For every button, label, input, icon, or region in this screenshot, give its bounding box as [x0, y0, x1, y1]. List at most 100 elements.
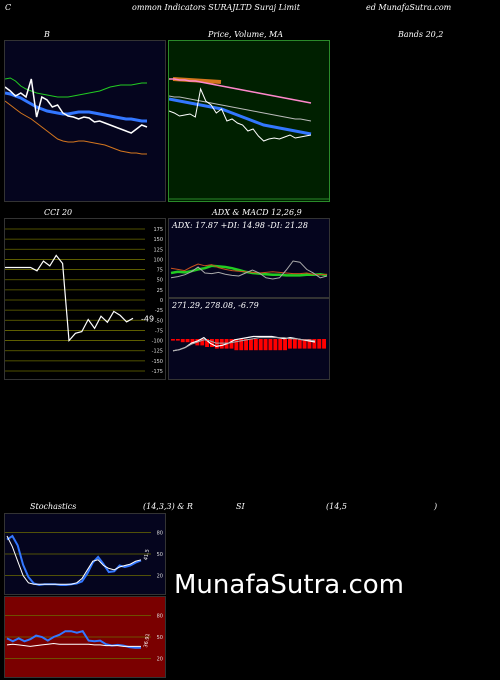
cci-panel: 175 150 125 100 75 50 25 0 -25 -50 -75 -100 -125 -150…: [4, 218, 166, 380]
stoch-white-line: [6, 535, 142, 585]
stochastics-chart: 80 50 20 41.5: [5, 530, 163, 587]
price-ma-blue-line: [169, 97, 312, 136]
cci-tick-label: 25: [157, 288, 163, 294]
macd-histogram-bar: [292, 339, 297, 349]
macd-histogram-bar: [288, 339, 292, 349]
stoch-tick-label: 50: [157, 552, 163, 558]
price-ma-grey-line-1: [169, 95, 312, 122]
macd-histogram-bar: [180, 339, 185, 343]
adx-values: ADX: 17.87 +DI: 14.98 -DI: 21.28: [172, 221, 308, 230]
bollinger-chart: [5, 77, 148, 155]
cci-title: CCI 20: [44, 208, 73, 217]
cci-tick-label: 100: [153, 257, 163, 263]
macd-histogram-bar: [175, 339, 180, 341]
macd-chart: [171, 335, 326, 352]
watermark: MunafaSutra.com: [174, 570, 405, 600]
macd-line: [172, 335, 316, 352]
rsi-white-line: [6, 642, 141, 647]
rsi-tick-label: 20: [157, 657, 163, 663]
adx-chart: [170, 260, 328, 280]
header-site: ed MunafaSutra.com: [366, 3, 452, 12]
cci-tick-label: -75: [155, 328, 163, 334]
rsi-blue-line: [6, 630, 141, 649]
macd-histogram-bar: [244, 339, 248, 351]
macd-histogram-bar: [219, 339, 224, 349]
adx-panel: ADX: 17.87 +DI: 14.98 -DI: 21.28: [168, 218, 330, 298]
cci-tick-label: -175: [152, 369, 163, 375]
stoch-tick-label: 80: [157, 530, 163, 536]
macd-histogram-bar: [268, 339, 273, 351]
macd-histogram-bar: [190, 339, 195, 344]
header-c: C: [5, 3, 12, 12]
rsi-params-close: ): [434, 502, 438, 511]
rsi-params: (14,5: [326, 502, 347, 511]
adx-red-line: [170, 263, 328, 276]
rsi-title: SI: [236, 502, 245, 511]
macd-histogram-bar: [205, 339, 209, 347]
macd-histogram-bar: [297, 339, 302, 349]
cci-tick-label: 175: [153, 227, 163, 233]
stoch-title: Stochastics: [30, 502, 77, 511]
macd-histogram-bar: [249, 339, 253, 351]
price-ma-title: Price, Volume, MA: [208, 30, 284, 39]
cci-tick-label: -150: [152, 359, 163, 365]
macd-histogram-bar: [185, 339, 190, 343]
rsi-tick-label: 80: [157, 613, 163, 619]
cci-tick-label: -100: [152, 339, 163, 345]
stoch-blue-line: [6, 534, 142, 587]
macd-histogram-bar: [307, 339, 312, 349]
stoch-last-label: 41.5: [143, 549, 151, 561]
macd-histogram-bar: [214, 339, 219, 349]
macd-histogram-bar: [258, 339, 263, 351]
cci-tick-label: 75: [157, 268, 163, 274]
price-ma-chart: [169, 77, 329, 200]
stoch-tick-label: 20: [157, 574, 163, 580]
cci-tick-label: 125: [153, 247, 163, 253]
bollinger-title: B: [44, 30, 50, 39]
rsi-last-label: 36.91: [143, 633, 151, 648]
macd-histogram-bar: [278, 339, 283, 351]
price-ma-panel: [168, 40, 330, 202]
price-ma-pink-line: [169, 78, 312, 104]
cci-tick-label: -50: [155, 318, 163, 324]
macd-histogram-bar: [239, 339, 244, 351]
bollinger-middle-band: [5, 91, 147, 123]
cci-tick-label: -25: [155, 308, 163, 314]
bollinger-price: [5, 78, 148, 134]
macd-histogram-bar: [253, 339, 258, 351]
adx-macd-title: ADX & MACD 12,26,9: [212, 208, 302, 217]
macd-histogram-bar: [283, 339, 287, 351]
rsi-panel: 80 50 20 36.91: [4, 596, 166, 678]
macd-histogram-bar: [317, 339, 322, 349]
macd-histogram-bar: [171, 339, 175, 341]
macd-histogram-bar: [322, 339, 326, 349]
cci-last-label: -49: [141, 314, 154, 323]
price-bands-title: Bands 20,2: [398, 30, 444, 39]
macd-histogram-bar: [273, 339, 278, 351]
cci-line: [5, 254, 134, 343]
cci-tick-label: -125: [152, 349, 163, 355]
macd-histogram-bar: [200, 339, 205, 346]
macd-histogram-bar: [229, 339, 234, 349]
header-title: ommon Indicators SURAJLTD Suraj Limit: [132, 3, 300, 12]
macd-histogram-bar: [234, 339, 239, 351]
macd-panel: 271.29, 278.08, -6.79: [168, 298, 330, 380]
cci-tick-label: 50: [157, 278, 163, 284]
stoch-params: (14,3,3) & R: [143, 502, 193, 511]
adx-green-line: [170, 264, 328, 277]
bollinger-lower-band: [5, 100, 147, 155]
macd-histogram-bar: [210, 339, 214, 347]
macd-histogram-bar: [263, 339, 268, 351]
cci-tick-label: 150: [153, 237, 163, 243]
rsi-tick-label: 50: [157, 635, 163, 641]
cci-chart: 175 150 125 100 75 50 25 0 -25 -50 -75 -100 -125 -150…: [5, 227, 163, 375]
rsi-chart: 80 50 20 36.91: [5, 613, 163, 663]
bollinger-panel: [4, 40, 166, 202]
price-ma-price: [169, 87, 312, 142]
stochastics-panel: 80 50 20 41.5: [4, 513, 166, 595]
adx-grey-line: [170, 260, 328, 280]
macd-histogram-bar: [302, 339, 307, 349]
macd-values: 271.29, 278.08, -6.79: [172, 301, 259, 310]
cci-tick-label: 0: [160, 298, 163, 304]
macd-histogram-bar: [312, 339, 317, 349]
